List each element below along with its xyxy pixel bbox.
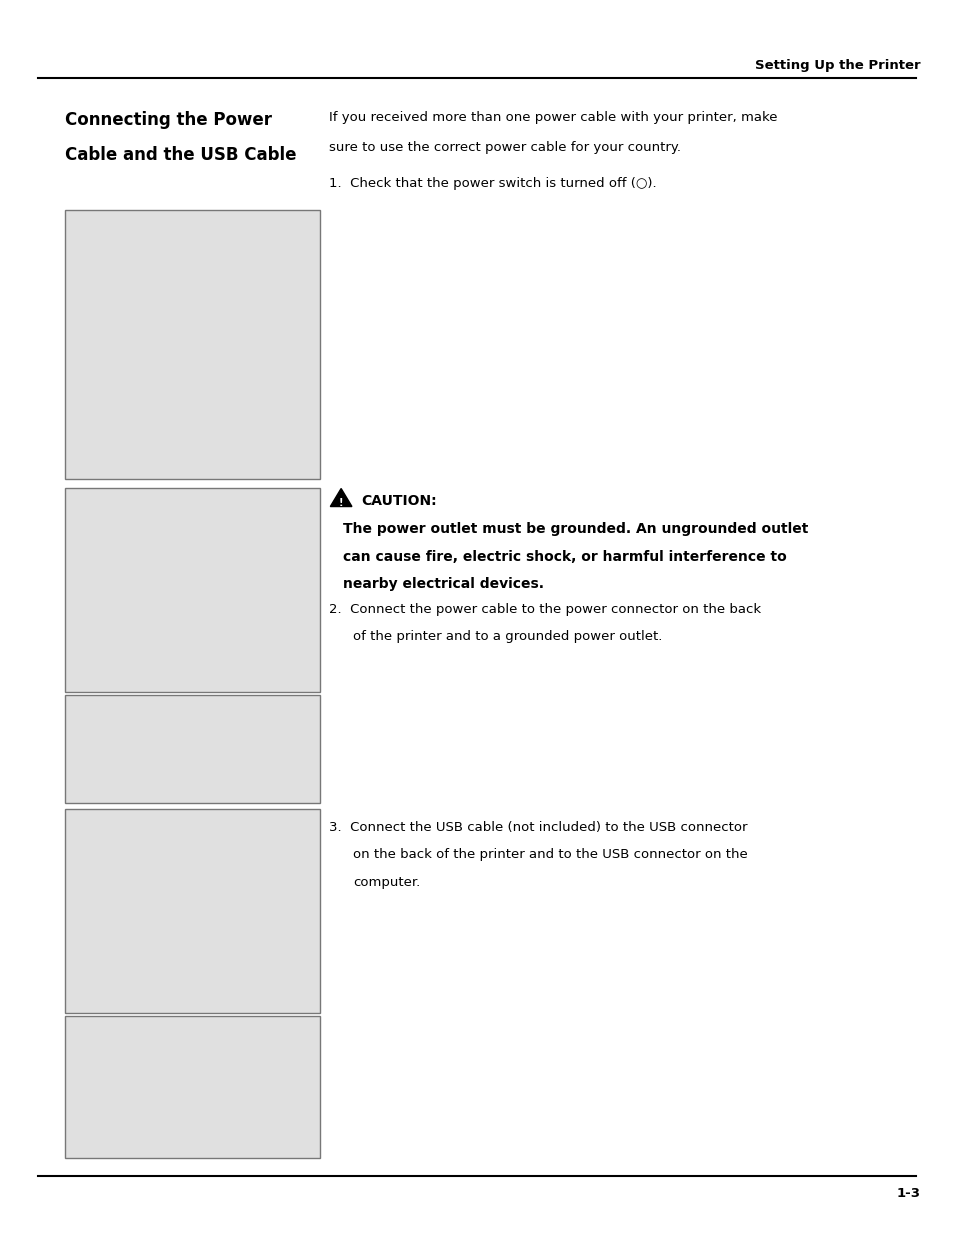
Text: on the back of the printer and to the USB connector on the: on the back of the printer and to the US… bbox=[353, 848, 747, 862]
Text: of the printer and to a grounded power outlet.: of the printer and to a grounded power o… bbox=[353, 630, 661, 643]
Text: 2.  Connect the power cable to the power connector on the back: 2. Connect the power cable to the power … bbox=[329, 603, 760, 616]
Text: Setting Up the Printer: Setting Up the Printer bbox=[754, 59, 920, 73]
Text: nearby electrical devices.: nearby electrical devices. bbox=[343, 577, 543, 590]
Text: 1.  Check that the power switch is turned off (○).: 1. Check that the power switch is turned… bbox=[329, 177, 656, 190]
Text: Connecting the Power: Connecting the Power bbox=[65, 111, 272, 130]
Text: The power outlet must be grounded. An ungrounded outlet: The power outlet must be grounded. An un… bbox=[343, 522, 807, 536]
Text: can cause fire, electric shock, or harmful interference to: can cause fire, electric shock, or harmf… bbox=[343, 550, 786, 563]
Polygon shape bbox=[330, 489, 352, 506]
Bar bbox=[65, 809, 319, 1013]
Text: computer.: computer. bbox=[353, 876, 419, 889]
Text: CAUTION:: CAUTION: bbox=[361, 494, 436, 508]
Bar bbox=[65, 1016, 319, 1158]
Bar bbox=[65, 695, 319, 803]
Text: If you received more than one power cable with your printer, make: If you received more than one power cabl… bbox=[329, 111, 777, 125]
Text: 3.  Connect the USB cable (not included) to the USB connector: 3. Connect the USB cable (not included) … bbox=[329, 821, 747, 835]
Bar bbox=[65, 210, 319, 479]
Text: sure to use the correct power cable for your country.: sure to use the correct power cable for … bbox=[329, 141, 680, 154]
Text: Cable and the USB Cable: Cable and the USB Cable bbox=[65, 146, 296, 164]
Text: 1-3: 1-3 bbox=[896, 1187, 920, 1200]
Text: !: ! bbox=[338, 498, 343, 508]
Bar bbox=[65, 488, 319, 692]
